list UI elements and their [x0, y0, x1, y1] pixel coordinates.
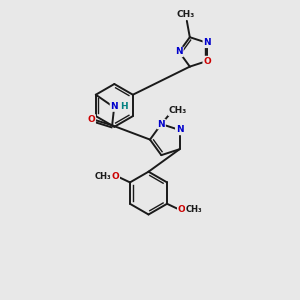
- Text: CH₃: CH₃: [95, 172, 112, 181]
- Text: O: O: [203, 56, 211, 65]
- Text: N: N: [175, 47, 183, 56]
- Text: H: H: [120, 102, 127, 111]
- Text: N: N: [110, 102, 118, 111]
- Text: O: O: [88, 115, 95, 124]
- Text: N: N: [158, 120, 165, 129]
- Text: O: O: [178, 205, 185, 214]
- Text: N: N: [176, 125, 183, 134]
- Text: N: N: [203, 38, 211, 47]
- Text: CH₃: CH₃: [185, 205, 202, 214]
- Text: O: O: [112, 172, 119, 181]
- Text: CH₃: CH₃: [176, 10, 194, 19]
- Text: CH₃: CH₃: [168, 106, 187, 116]
